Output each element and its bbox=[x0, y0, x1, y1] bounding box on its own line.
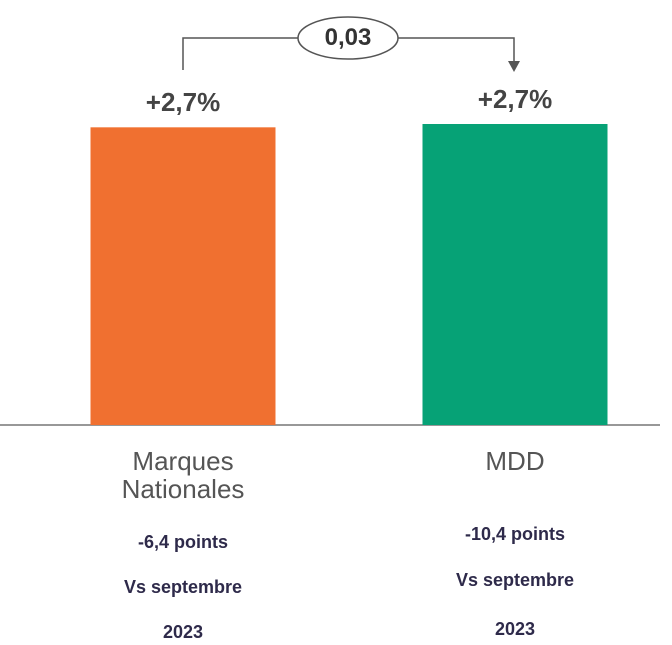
category-label: Marques Nationales bbox=[121, 446, 245, 504]
arrow-head bbox=[508, 61, 520, 72]
category-note: -10,4 points bbox=[464, 524, 566, 544]
category-note: Vs septembre bbox=[455, 570, 575, 590]
bar bbox=[90, 127, 276, 425]
category-note: -6,4 points bbox=[137, 532, 229, 552]
annotation-ellipse bbox=[297, 16, 399, 60]
value-label: +2,7% bbox=[477, 84, 553, 114]
category-note: 2023 bbox=[494, 619, 536, 639]
annotation: 0,03 bbox=[324, 24, 372, 51]
bar bbox=[422, 124, 608, 425]
category-label: MDD bbox=[485, 446, 545, 476]
category-note: Vs septembre bbox=[123, 577, 243, 597]
category-note: 2023 bbox=[162, 622, 204, 642]
value-label: +2,7% bbox=[145, 87, 221, 118]
bracket-right bbox=[398, 37, 515, 62]
bracket-left bbox=[182, 37, 298, 70]
